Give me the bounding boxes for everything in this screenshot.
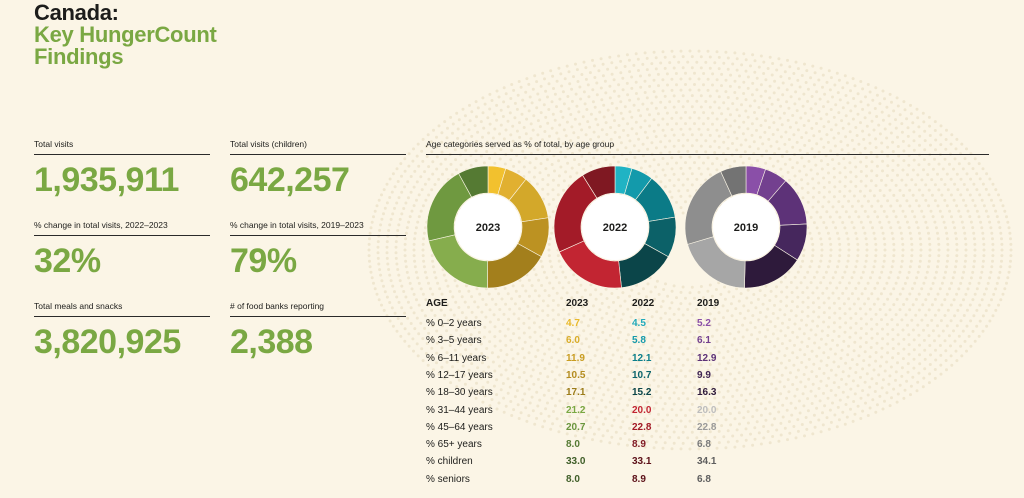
table-header-cell: AGE bbox=[426, 298, 448, 309]
donut-2023-label: 2023 bbox=[476, 222, 500, 234]
table-cell: 16.3 bbox=[697, 387, 717, 399]
table-cell: 4.5 bbox=[632, 318, 646, 329]
table-header-cell: 2022 bbox=[632, 298, 655, 309]
stat-total-visits-children: Total visits (children) 642,257 bbox=[230, 139, 406, 200]
table-row-label: % seniors bbox=[426, 473, 470, 485]
table-cell: 21.2 bbox=[566, 404, 586, 416]
table-cell: 34.1 bbox=[697, 456, 717, 468]
table-cell: 22.8 bbox=[697, 421, 717, 433]
donut-2019-label: 2019 bbox=[734, 222, 758, 234]
table-cell: 8.0 bbox=[566, 473, 580, 485]
stat-value: 32% bbox=[34, 242, 101, 280]
table-row-label: % 65+ years bbox=[426, 439, 482, 451]
stat-change-2019-2023: % change in total visits, 2019–2023 79% bbox=[230, 220, 406, 281]
stat-change-2022-2023: % change in total visits, 2022–2023 32% bbox=[34, 220, 210, 281]
donut-2019-center bbox=[713, 194, 779, 260]
stat-label: % change in total visits, 2022–2023 bbox=[34, 220, 210, 236]
donut-2023: 2023 bbox=[426, 165, 550, 289]
stat-value: 3,820,925 bbox=[34, 323, 181, 361]
table-cell: 8.9 bbox=[632, 439, 646, 451]
table-cell: 6.0 bbox=[566, 335, 580, 347]
table-row-label: % 45–64 years bbox=[426, 421, 493, 433]
table-cell: 5.8 bbox=[632, 335, 646, 347]
stat-label: Total visits (children) bbox=[230, 139, 406, 155]
stat-label: # of food banks reporting bbox=[230, 301, 406, 317]
page-title-line-2: Key HungerCount bbox=[34, 22, 217, 47]
table-cell: 22.8 bbox=[632, 421, 652, 433]
table-cell: 10.7 bbox=[632, 369, 652, 381]
page-title-line-1: Canada: bbox=[34, 0, 119, 25]
table-cell: 12.9 bbox=[697, 352, 717, 364]
donut-2019: 2019 bbox=[684, 165, 808, 289]
table-header-cell: 2023 bbox=[566, 298, 589, 309]
chart-title: Age categories served as % of total, by … bbox=[426, 139, 989, 155]
table-cell: 20.0 bbox=[697, 404, 717, 416]
table-cell: 8.0 bbox=[566, 439, 580, 451]
table-row-label: % 31–44 years bbox=[426, 404, 493, 416]
page-title: Canada: Key HungerCount Findings bbox=[34, 2, 217, 68]
donut-2023-slice bbox=[458, 165, 489, 198]
donut-2022-center bbox=[582, 194, 648, 260]
donut-charts: 2023 2022 2019 bbox=[426, 165, 808, 289]
table-cell: 20.7 bbox=[566, 421, 586, 433]
table-cell: 6.8 bbox=[697, 439, 711, 451]
table-cell: 5.2 bbox=[697, 318, 711, 329]
table-cell: 8.9 bbox=[632, 473, 646, 485]
stat-label: % change in total visits, 2019–2023 bbox=[230, 220, 406, 236]
stat-total-meals: Total meals and snacks 3,820,925 bbox=[34, 301, 210, 362]
table-row-label: % children bbox=[426, 456, 473, 468]
table-cell: 33.1 bbox=[632, 456, 652, 468]
table-cell: 4.7 bbox=[566, 318, 580, 329]
stat-value: 642,257 bbox=[230, 161, 350, 199]
stat-label: Total visits bbox=[34, 139, 210, 155]
stat-food-banks-reporting: # of food banks reporting 2,388 bbox=[230, 301, 406, 362]
table-row-label: % 18–30 years bbox=[426, 387, 493, 399]
table-row-label: % 3–5 years bbox=[426, 335, 482, 347]
stat-value: 1,935,911 bbox=[34, 161, 179, 199]
donut-2019-slice bbox=[720, 165, 747, 197]
table-cell: 6.1 bbox=[697, 335, 711, 347]
table-cell: 33.0 bbox=[566, 456, 586, 468]
donut-2022-slice bbox=[582, 165, 616, 199]
table-header-cell: 2019 bbox=[697, 298, 720, 309]
table-row-label: % 12–17 years bbox=[426, 369, 493, 381]
table-cell: 15.2 bbox=[632, 387, 652, 399]
table-row-label: % 6–11 years bbox=[426, 352, 487, 364]
donut-2023-center bbox=[455, 194, 521, 260]
table-cell: 11.9 bbox=[566, 352, 585, 364]
table-cell: 12.1 bbox=[632, 352, 652, 364]
table-row-label: % 0–2 years bbox=[426, 318, 482, 329]
stat-total-visits: Total visits 1,935,911 bbox=[34, 139, 210, 200]
table-cell: 9.9 bbox=[697, 369, 711, 381]
donut-2022-label: 2022 bbox=[603, 222, 627, 234]
table-cell: 10.5 bbox=[566, 369, 586, 381]
stat-label: Total meals and snacks bbox=[34, 301, 210, 317]
table-cell: 17.1 bbox=[566, 387, 586, 399]
donut-2022: 2022 bbox=[553, 165, 677, 289]
stat-value: 79% bbox=[230, 242, 297, 280]
table-cell: 20.0 bbox=[632, 404, 652, 416]
table-cell: 6.8 bbox=[697, 473, 711, 485]
stat-value: 2,388 bbox=[230, 323, 313, 361]
page-title-line-3: Findings bbox=[34, 44, 124, 69]
